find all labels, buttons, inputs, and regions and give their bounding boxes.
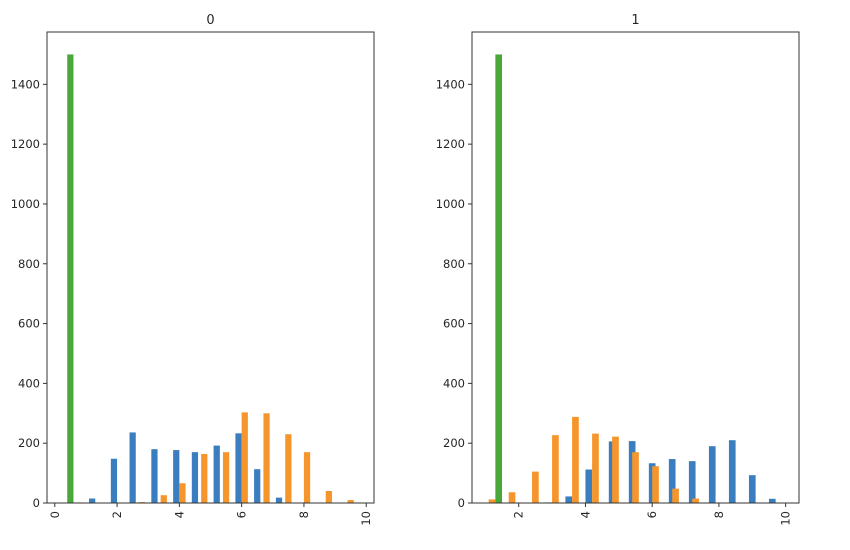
x-tick-label: 4: [172, 511, 186, 518]
y-tick-label: 400: [18, 376, 40, 390]
x-tick-label: 8: [297, 511, 311, 518]
bar-orange: [160, 495, 167, 503]
y-tick-label: 1000: [11, 197, 40, 211]
bar-orange: [222, 452, 230, 503]
bar-blue: [89, 498, 96, 503]
x-tick-label: 6: [235, 511, 249, 518]
bar-orange: [201, 453, 208, 503]
y-tick-label: 1200: [436, 137, 465, 151]
bar-blue: [688, 461, 696, 503]
y-tick-label: 600: [18, 317, 40, 331]
bar-orange: [263, 413, 270, 503]
subplot-0: 0 200 400 600 800 1000 1200 1400 0 2 4 6 8 10 0: [11, 13, 375, 526]
bar-blue: [213, 445, 220, 503]
y-tick-label: 200: [443, 436, 465, 450]
x-tick-label: 2: [110, 511, 124, 518]
axes-frame: [46, 31, 375, 504]
bar-orange: [672, 488, 679, 503]
bar-orange: [488, 499, 496, 503]
y-tick-label: 800: [443, 257, 465, 271]
bar-orange: [552, 435, 559, 503]
bar-blue: [235, 433, 242, 503]
axes-frame: [471, 31, 800, 504]
bar-blue: [254, 469, 261, 503]
bar-orange: [692, 498, 699, 503]
bar-blue: [728, 440, 736, 503]
bar-blue: [668, 459, 676, 503]
bar-blue: [191, 452, 199, 503]
bar-orange: [179, 483, 186, 503]
x-tick-label: 10: [359, 511, 373, 526]
bar-orange: [612, 436, 619, 503]
x-tick-label: 8: [712, 511, 726, 518]
bar-green: [67, 54, 74, 504]
bar-orange: [532, 471, 539, 503]
y-tick-label: 400: [443, 376, 465, 390]
y-tick-label: 1400: [11, 77, 40, 91]
subplot-1: 0 200 400 600 800 1000 1200 1400 2 4 6 8 10 1: [436, 13, 800, 526]
subplot-title: 1: [631, 13, 639, 28]
bar-orange: [592, 433, 599, 503]
bar-orange: [652, 466, 659, 503]
bar-green: [495, 54, 503, 504]
bar-orange: [632, 452, 639, 503]
y-tick-label: 600: [443, 317, 465, 331]
subplot-title: 0: [206, 13, 214, 28]
y-tick-label: 0: [458, 496, 465, 510]
bar-blue: [275, 497, 283, 503]
x-tick-label: 4: [578, 511, 592, 518]
bar-orange: [241, 412, 248, 503]
y-tick-label: 200: [18, 436, 40, 450]
bar-orange: [325, 491, 332, 503]
bar-blue: [151, 449, 158, 503]
bar-blue: [585, 469, 593, 503]
bar-orange: [285, 434, 292, 503]
bar-blue: [173, 450, 180, 503]
bar-blue: [110, 458, 118, 503]
y-tick-label: 800: [18, 257, 40, 271]
y-tick-label: 1400: [436, 77, 465, 91]
bar-orange: [303, 452, 311, 503]
x-tick-label: 10: [779, 511, 793, 526]
y-tick-label: 1000: [436, 197, 465, 211]
bar-blue: [768, 498, 776, 503]
bar-orange: [508, 492, 516, 503]
y-tick-label: 0: [33, 496, 40, 510]
y-tick-label: 1200: [11, 137, 40, 151]
bar-blue: [565, 496, 573, 503]
bar-orange: [572, 416, 579, 503]
bar-blue: [708, 446, 716, 503]
x-tick-label: 2: [512, 511, 526, 518]
x-tick-label: 0: [48, 511, 62, 518]
bar-orange: [347, 500, 354, 503]
bar-blue: [748, 475, 756, 503]
x-tick-label: 6: [645, 511, 659, 518]
bar-blue: [129, 432, 136, 503]
